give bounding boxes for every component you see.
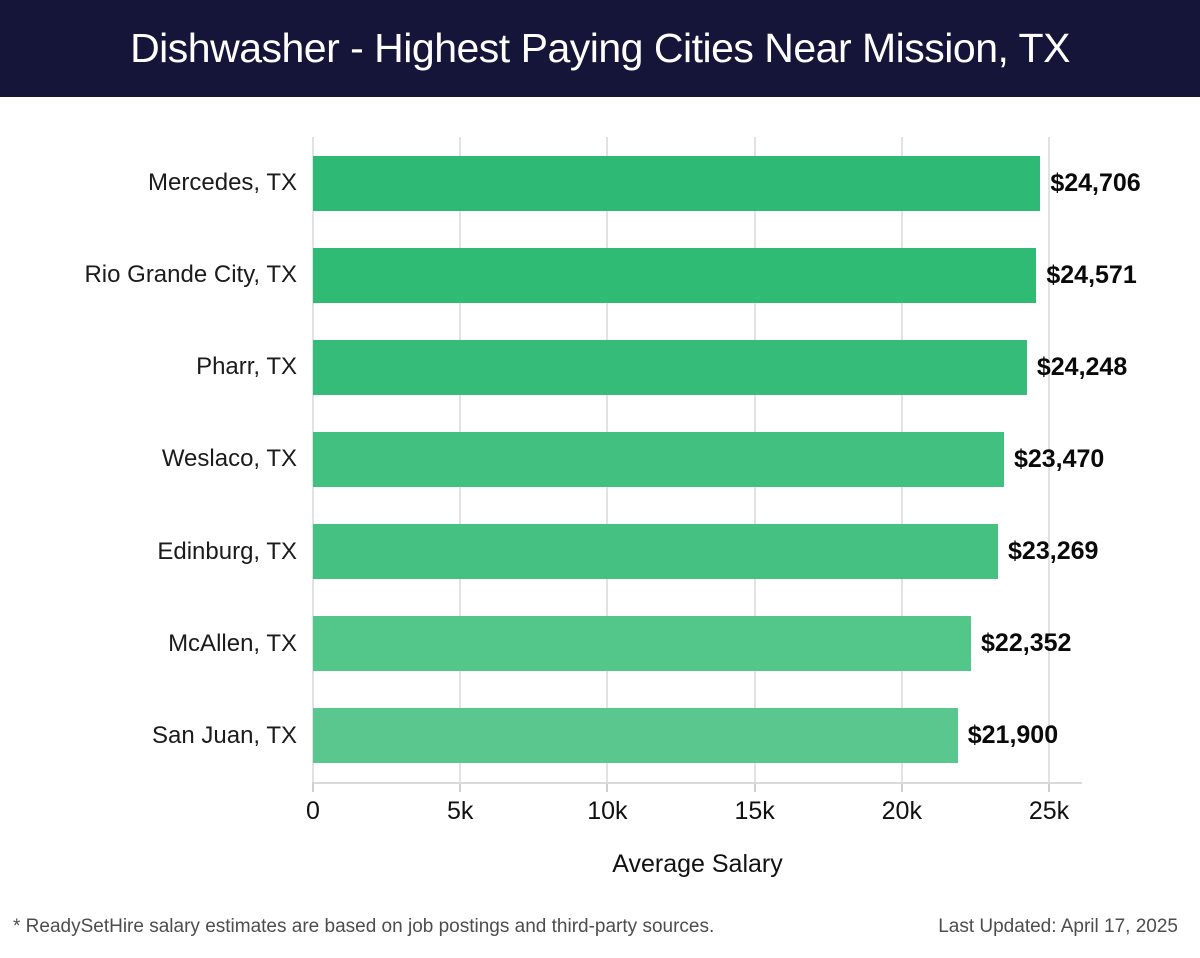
x-axis-tick [606, 782, 609, 792]
x-axis-tick [900, 782, 903, 792]
bar-category-label: Rio Grande City, TX [84, 261, 297, 289]
x-axis-tick-label: 0 [306, 797, 320, 825]
x-axis-tick [1048, 782, 1050, 792]
bar [313, 432, 1004, 487]
x-axis-title: Average Salary [612, 850, 783, 878]
x-axis-tick-label: 5k [446, 797, 474, 825]
x-axis-tick-label: 25k [1028, 797, 1070, 825]
x-axis-tick-label: 15k [734, 797, 775, 825]
footer: * ReadySetHire salary estimates are base… [13, 916, 1178, 938]
bar-value-label: $24,706 [1050, 168, 1141, 197]
bar-value-label: $22,352 [981, 629, 1072, 658]
bar-category-label: Edinburg, TX [157, 537, 297, 565]
footnote: * ReadySetHire salary estimates are base… [13, 916, 715, 937]
bar [313, 524, 999, 580]
bar-category-label: San Juan, TX [152, 721, 297, 749]
bar [313, 339, 1027, 395]
bar-value-label: $21,900 [967, 721, 1059, 750]
bar-value-label: $23,470 [1013, 445, 1105, 473]
last-updated: Last Updated: April 17, 2025 [938, 916, 1178, 937]
bar-value-label: $23,269 [1008, 537, 1099, 566]
bar-category-label: Pharr, TX [196, 353, 297, 381]
bar-value-label: $24,248 [1036, 352, 1128, 381]
bar [313, 155, 1041, 211]
bar-value-label: $24,571 [1046, 260, 1137, 289]
bar [313, 247, 1037, 303]
x-axis-tick-label: 10k [587, 797, 628, 825]
x-axis-tick-label: 20k [881, 797, 922, 825]
header-bar: Dishwasher - Highest Paying Cities Near … [0, 0, 1200, 97]
bar-category-label: Weslaco, TX [161, 445, 297, 473]
bar-category-label: McAllen, TX [168, 629, 297, 657]
bar [313, 708, 958, 764]
x-axis-tick [312, 782, 314, 792]
x-axis-tick [753, 782, 756, 792]
gridline [1048, 137, 1050, 782]
bar-category-label: Mercedes, TX [148, 169, 297, 197]
bar [313, 616, 972, 672]
x-axis-line [313, 782, 1082, 784]
x-axis-tick [459, 782, 462, 792]
page-title: Dishwasher - Highest Paying Cities Near … [130, 25, 1070, 71]
